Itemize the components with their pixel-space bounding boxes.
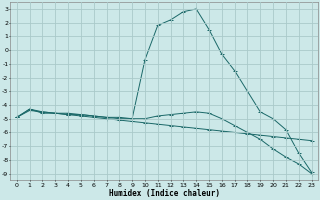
X-axis label: Humidex (Indice chaleur): Humidex (Indice chaleur) bbox=[109, 189, 220, 198]
